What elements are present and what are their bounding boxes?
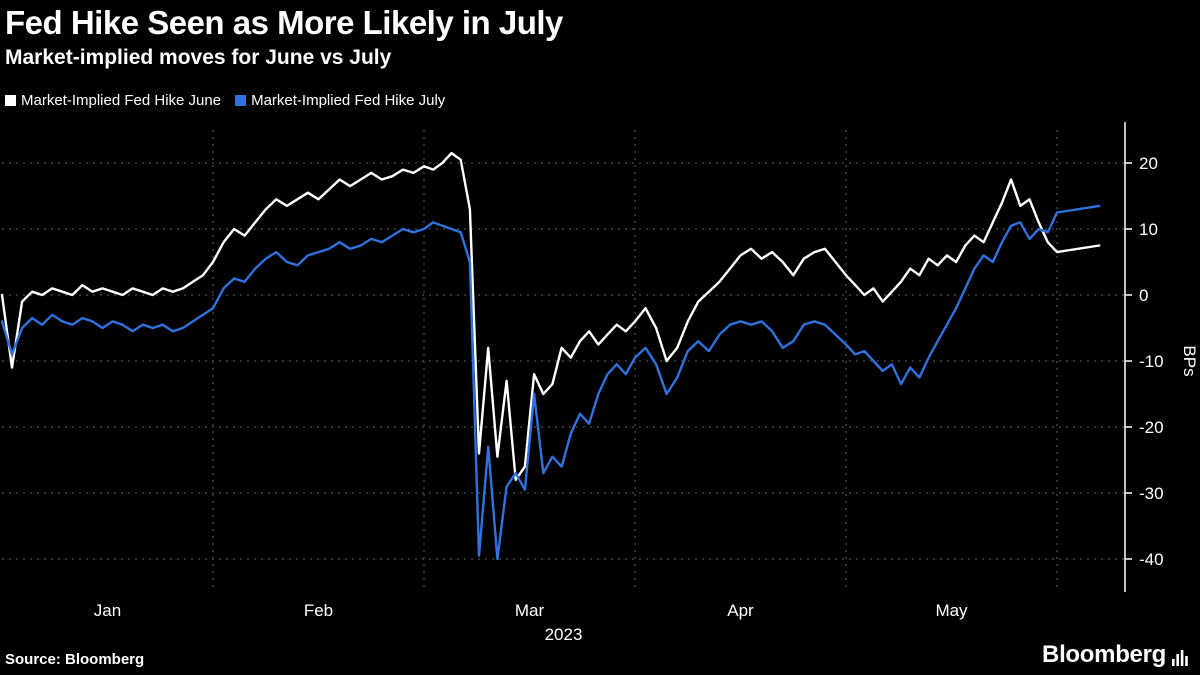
y-tick-label: 0 [1139,286,1148,305]
legend-label-june: Market-Implied Fed Hike June [21,92,222,109]
chart-subtitle: Market-implied moves for June vs July [5,46,392,69]
y-tick-label: -10 [1139,352,1164,371]
bloomberg-bars-icon [1172,650,1188,666]
legend-label-july: Market-Implied Fed Hike July [251,92,446,109]
source-label: Source: Bloomberg [5,651,145,668]
x-tick-label: Mar [515,601,545,620]
legend: Market-Implied Fed Hike June Market-Impl… [5,92,445,109]
series-line-june [0,151,1101,481]
legend-swatch-july [235,95,247,106]
bloomberg-wordmark: Bloomberg [1042,641,1166,668]
y-tick-label: 20 [1139,154,1158,173]
x-tick-label: Feb [304,601,333,620]
y-axis-title: BPs [1180,345,1199,376]
y-tick-label: -20 [1139,418,1164,437]
chart-title: Fed Hike Seen as More Likely in July [5,4,563,41]
y-tick-label: -30 [1139,484,1164,503]
x-tick-label: Jan [94,601,121,620]
series-line-july [0,204,1101,561]
bloomberg-logo: Bloomberg [1042,641,1188,669]
legend-item-june: Market-Implied Fed Hike June [5,92,221,109]
y-tick-label: -40 [1139,550,1164,569]
legend-swatch-june [5,95,16,106]
x-tick-label: Apr [727,601,754,620]
y-tick-label: 10 [1139,220,1158,239]
x-axis-year-label: 2023 [545,625,583,644]
legend-item-july: Market-Implied Fed Hike July [235,92,445,109]
x-tick-label: May [935,601,968,620]
